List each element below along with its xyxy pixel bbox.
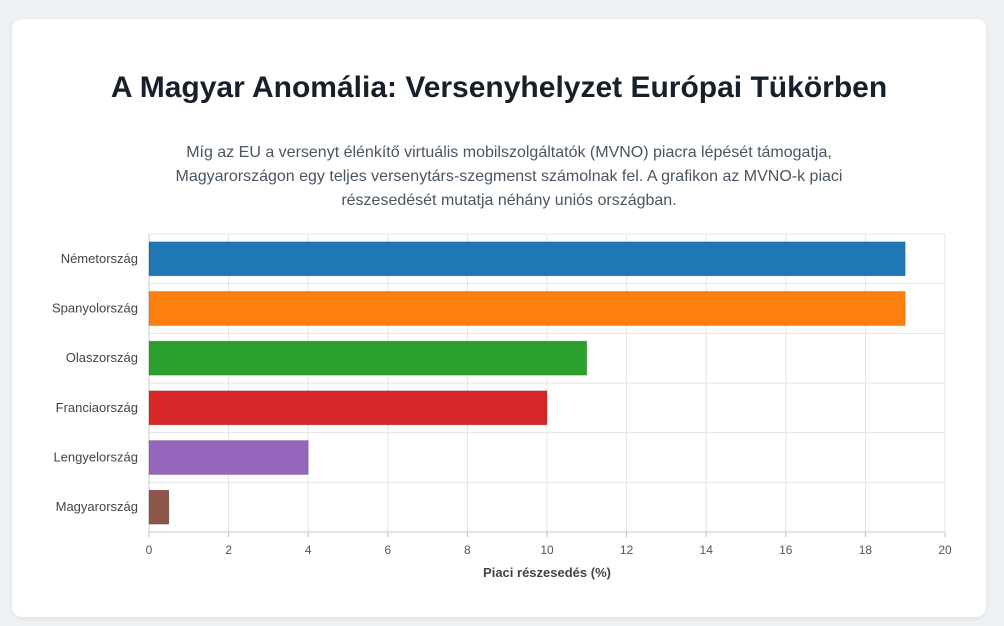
category-label: Franciaország xyxy=(56,400,138,415)
category-label: Lengyelország xyxy=(53,450,138,465)
x-tick-label: 10 xyxy=(540,543,554,557)
bar-1 xyxy=(148,241,906,277)
x-tick-label: 16 xyxy=(779,543,793,557)
category-label: Spanyolország xyxy=(52,301,138,316)
category-label: Németország xyxy=(61,251,138,266)
x-tick-label: 20 xyxy=(938,543,952,557)
x-tick-label: 8 xyxy=(464,543,471,557)
chart-title: A Magyar Anomália: Versenyhelyzet Európa… xyxy=(110,71,888,104)
x-axis-title: Piaci részesedés (%) xyxy=(483,565,611,580)
bar-5 xyxy=(148,440,309,475)
x-tick-label: 12 xyxy=(620,543,634,557)
x-tick-label: 0 xyxy=(146,543,153,557)
bar-4 xyxy=(148,390,548,426)
bar-6 xyxy=(148,489,170,525)
x-tick-label: 2 xyxy=(225,543,232,557)
x-tick-label: 14 xyxy=(700,543,714,557)
category-label: Magyarország xyxy=(56,499,138,514)
x-tick-label: 18 xyxy=(859,543,873,557)
category-label: Olaszország xyxy=(66,350,138,365)
chart-subtitle: Míg az EU a versenyt élénkítő virtuális … xyxy=(175,144,843,209)
bar-2 xyxy=(148,291,906,326)
x-tick-label: 6 xyxy=(384,543,391,557)
x-tick-label: 4 xyxy=(305,543,312,557)
bar-3 xyxy=(148,340,588,376)
